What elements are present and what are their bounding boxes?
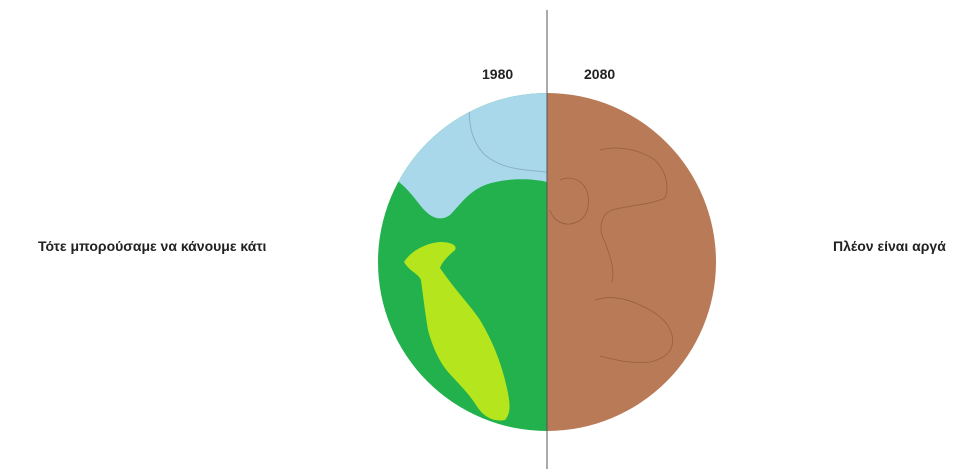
year-before-label: 1980 (482, 66, 514, 82)
desert-region (547, 93, 716, 431)
after-caption: Πλέον είναι αργά (833, 238, 946, 254)
desert-contour-lines (549, 147, 674, 363)
yellow-vegetation-region (404, 242, 510, 421)
earth-2080-half (547, 93, 716, 431)
before-caption: Τότε μπορούσαμε να κάνουμε κάτι (38, 238, 267, 254)
ice-contour-line (468, 99, 547, 173)
year-after-label: 2080 (584, 66, 616, 82)
